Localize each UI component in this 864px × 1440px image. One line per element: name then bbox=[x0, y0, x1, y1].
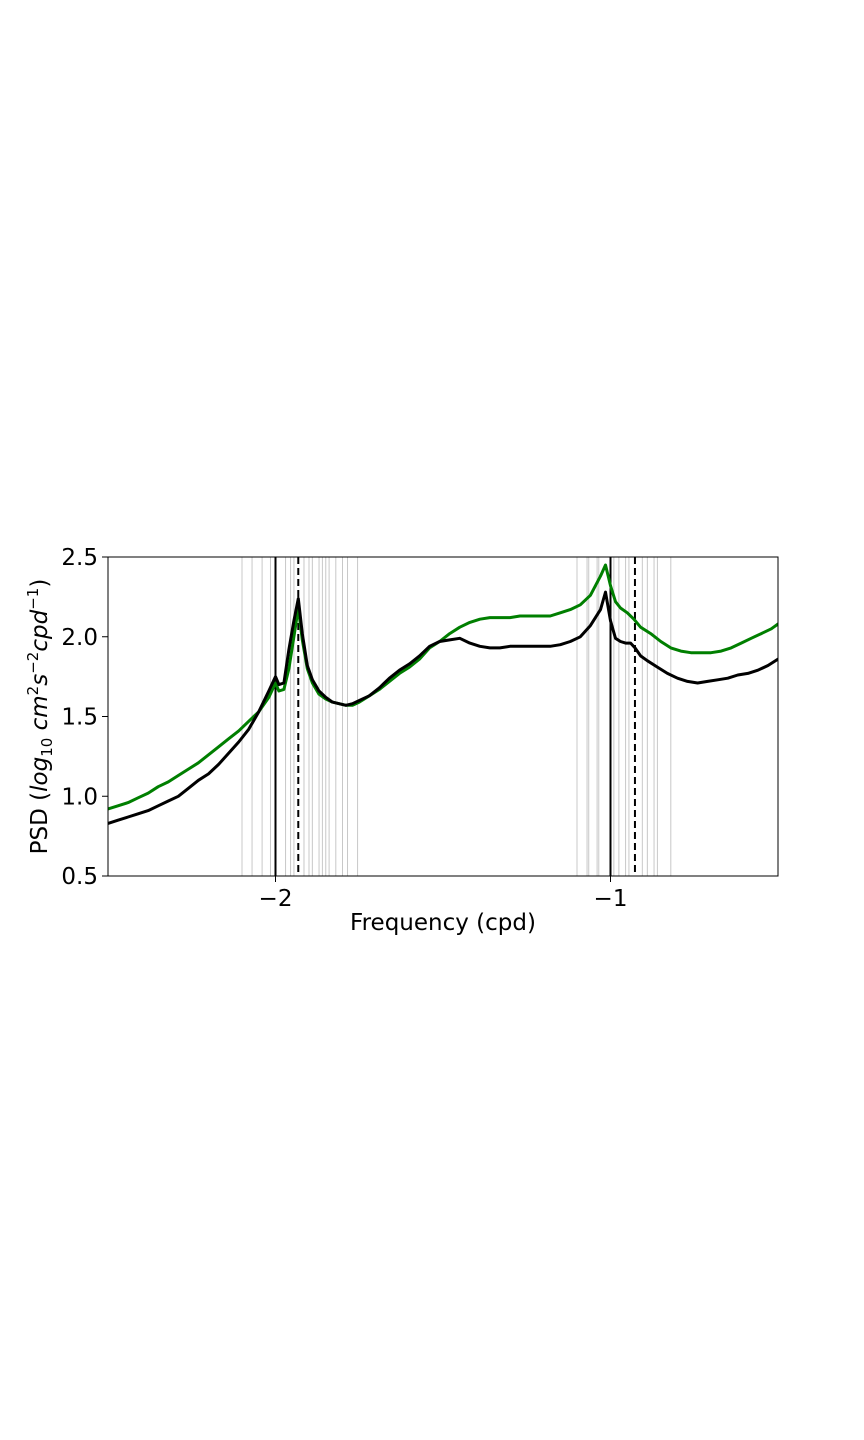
y-label-prefix: PSD ( bbox=[27, 792, 53, 854]
reference-lines-gray bbox=[241, 557, 672, 876]
plot-frame bbox=[107, 556, 779, 877]
y-axis-label: PSD (log10 cm2s−2cpd−1) bbox=[24, 579, 56, 855]
y-label-log: log bbox=[27, 757, 53, 792]
y-label-exp3: −1 bbox=[24, 588, 42, 610]
y-tick-label-0: 0.5 bbox=[61, 864, 98, 890]
y-tick-label-1: 1.0 bbox=[61, 784, 98, 810]
y-label-exp2: −2 bbox=[24, 652, 42, 674]
axis-ticks: −2 −1 0.5 1.0 1.5 2.0 2.5 bbox=[61, 545, 627, 912]
x-tick-label-1: −1 bbox=[594, 886, 628, 912]
y-label-log-sub: 10 bbox=[38, 738, 56, 757]
x-tick-label-0: −2 bbox=[259, 886, 293, 912]
y-tick-label-3: 2.0 bbox=[61, 625, 98, 651]
y-label-unit1: cm bbox=[27, 695, 53, 737]
y-tick-label-4: 2.5 bbox=[61, 545, 98, 571]
series-line-0 bbox=[108, 563, 778, 811]
y-label-unit2: s bbox=[27, 674, 53, 686]
y-label-suffix: ) bbox=[27, 579, 53, 588]
x-axis-label: Frequency (cpd) bbox=[350, 910, 536, 936]
y-label-exp1: 2 bbox=[24, 686, 42, 696]
y-label-unit3: cpd bbox=[27, 609, 53, 651]
y-tick-label-2: 1.5 bbox=[61, 705, 98, 731]
series-line-1 bbox=[108, 590, 778, 825]
series-layer bbox=[108, 563, 778, 825]
reference-lines-main bbox=[274, 557, 636, 876]
